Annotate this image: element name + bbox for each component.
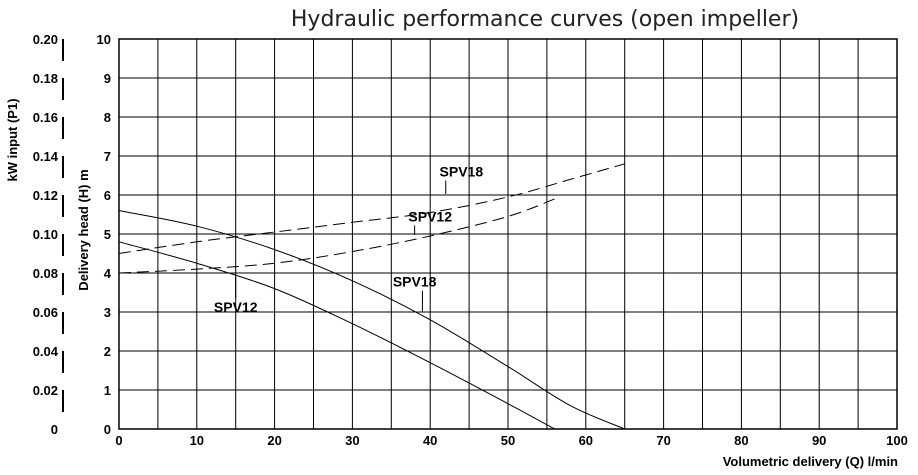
x-tick-label: 100 — [886, 433, 908, 448]
spv18-label: SPV18 — [393, 274, 437, 290]
y2-tick-labels: 0 0.02 0.04 0.06 0.08 0.10 0.12 0.14 0.16 0.18 0.2… — [33, 32, 64, 437]
y2-tick-label: 0.12 — [33, 188, 58, 203]
curves — [118, 163, 625, 430]
y2-tick-label: 0.14 — [33, 149, 59, 164]
x-tick-label: 20 — [267, 433, 281, 448]
series-labels: SPV18 SPV12 SPV18 SPV12 — [214, 163, 483, 315]
y2-tick-label: 0.10 — [33, 227, 58, 242]
y-tick-label: 0 — [104, 422, 111, 437]
spv12-head-curve — [118, 241, 555, 430]
y2-tick-label: 0.04 — [33, 344, 59, 359]
x-tick-label: 10 — [190, 433, 204, 448]
x-tick-label: 30 — [345, 433, 359, 448]
x-tick-labels: 0 10 20 30 40 50 60 70 80 90 100 — [115, 433, 907, 448]
plot-frame — [118, 38, 898, 430]
y-tick-label: 2 — [104, 344, 111, 359]
x-tick-label: 0 — [115, 433, 122, 448]
y-tick-label: 8 — [104, 110, 111, 125]
y-axis-label: Delivery head (H) m — [76, 169, 91, 290]
y-tick-label: 1 — [104, 383, 111, 398]
spv18-label: SPV18 — [440, 163, 484, 179]
x-tick-label: 90 — [812, 433, 826, 448]
y2-tick-label: 0.16 — [33, 110, 58, 125]
y-tick-labels: 0 1 2 3 4 5 6 7 8 9 10 — [97, 32, 112, 437]
y-tick-label: 10 — [97, 32, 111, 47]
y2-axis-label: kW input (P1) — [5, 98, 20, 181]
y2-tick-label: 0.06 — [33, 305, 58, 320]
x-axis-label: Volumetric delivery (Q) l/min — [723, 454, 898, 469]
y-tick-label: 4 — [104, 266, 112, 281]
y-tick-label: 5 — [104, 227, 111, 242]
x-tick-label: 50 — [501, 433, 515, 448]
spv18-head-curve — [118, 210, 625, 430]
y-tick-label: 3 — [104, 305, 111, 320]
y2-tick-label: 0.20 — [33, 32, 58, 47]
y2-tick-label: 0.18 — [33, 71, 58, 86]
spv12-label: SPV12 — [408, 208, 452, 224]
x-tick-label: 40 — [423, 433, 437, 448]
grid — [118, 38, 898, 430]
chart-title: Hydraulic performance curves (open impel… — [291, 7, 799, 32]
x-tick-label: 80 — [734, 433, 748, 448]
y2-tick-label: 0.08 — [33, 266, 58, 281]
spv12-label: SPV12 — [214, 299, 258, 315]
y2-tick-label: 0.02 — [33, 383, 58, 398]
y2-tick-label: 0 — [51, 422, 58, 437]
y-tick-label: 7 — [104, 149, 111, 164]
x-tick-label: 70 — [656, 433, 670, 448]
x-tick-label: 60 — [579, 433, 593, 448]
y-tick-label: 9 — [104, 71, 111, 86]
spv12-power-curve — [118, 198, 555, 274]
y-tick-label: 6 — [104, 188, 111, 203]
spv18-power-curve — [118, 163, 625, 254]
